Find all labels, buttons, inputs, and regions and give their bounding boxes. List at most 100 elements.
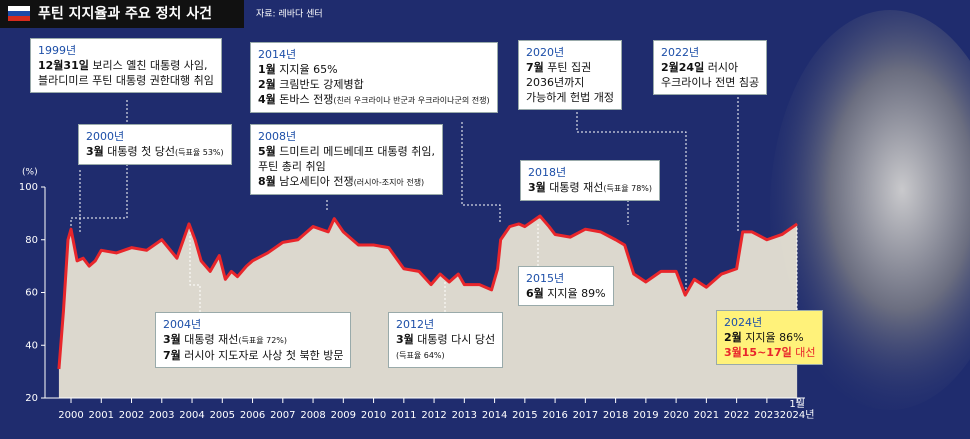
portrait — [770, 10, 970, 410]
annotation-text: 남오세티아 전쟁 — [275, 175, 354, 188]
annotation-text: 보리스 옐친 대통령 사임, — [88, 59, 208, 72]
annotation-line: 2월 크림반도 강제병합 — [258, 77, 490, 92]
annotation-box: 2004년 3월 대통령 재선(득표율 72%) 7월 러시아 지도자로 사상 첫 … — [155, 312, 352, 368]
connector — [70, 100, 128, 230]
annotation-month: 7월 — [163, 349, 181, 362]
source: 자료: 레바다 센터 — [256, 9, 323, 20]
annotation-text: 돈바스 전쟁 — [275, 93, 334, 106]
annotation-text: 블라디미르 푸틴 대통령 권한대행 취임 — [38, 74, 214, 87]
x-tick-label: 2003 — [149, 410, 174, 421]
title: 푸틴 지지율과 주요 정치 사건 — [38, 5, 212, 22]
x-tick-label: 2020 — [663, 410, 688, 421]
annotation-box: 2012년 3월 대통령 다시 당선 (득표율 64%) — [388, 312, 504, 368]
x-tick-label: 2000 — [58, 410, 83, 421]
annotation-month: 12월31일 — [38, 59, 89, 72]
y-unit: (%) — [22, 168, 38, 178]
flag — [8, 11, 30, 16]
annotation-label: 2004년 — [163, 318, 202, 331]
annotation-label: 2020년 — [526, 46, 565, 59]
title-bar — [0, 0, 244, 28]
annotation-line: 7월 러시아 지도자로 사상 첫 북한 방문 — [163, 348, 343, 363]
connector — [576, 112, 687, 296]
annotation-month: 4월 — [258, 93, 276, 106]
x-tick-label: 2002 — [119, 410, 144, 421]
annotation-line: 블라디미르 푸틴 대통령 권한대행 취임 — [38, 73, 214, 88]
annotation-text: 푸틴 총리 취임 — [258, 160, 326, 173]
annotation-note: (득표율 53%) — [175, 148, 224, 157]
y-tick-label: 80 — [25, 235, 38, 246]
x-tick-label: 2016 — [542, 410, 567, 421]
annotation-line: 7월 푸틴 집권 — [526, 60, 614, 75]
x-tick-label: 2004 — [179, 410, 204, 421]
y-tick-label: 40 — [25, 340, 38, 351]
flag — [8, 6, 30, 11]
annotation-line: 4월 돈바스 전쟁(친러 우크라이나 반군과 우크라이나군의 전쟁) — [258, 92, 490, 108]
annotation-note: (러시아-조지아 전쟁) — [353, 178, 425, 187]
annotation-month: 3월 — [163, 333, 181, 346]
annotation-box: 2015년 6월 지지율 89% — [518, 266, 614, 306]
annotation-line: 2월 지지율 86% — [724, 330, 815, 345]
annotation-month: 8월 — [258, 175, 276, 188]
annotation-month: 6월 — [526, 287, 544, 300]
annotation-text: 대통령 다시 당선 — [413, 333, 496, 346]
x-tick-label: 2006 — [240, 410, 265, 421]
annotation-label: 2015년 — [526, 272, 565, 285]
annotation-label: 2024년 — [724, 316, 763, 329]
annotation-box: 2024년 2월 지지율 86% 3월15~17일 대선 — [716, 310, 824, 365]
annotation-month: 3월 — [396, 333, 414, 346]
annotation-text: 대선 — [791, 346, 816, 359]
annotation-line: 2036년까지 — [526, 75, 614, 90]
annotation-text: 지지율 89% — [543, 287, 606, 300]
x-tick-label: 2021 — [694, 410, 719, 421]
annotation-line: (득표율 64%) — [396, 347, 495, 363]
y-tick-label: 20 — [25, 393, 38, 404]
annotation-box: 2008년 5월 드미트리 메드베데프 대통령 취임, 푸틴 총리 취임 8월 남오세… — [250, 124, 443, 195]
x-tick-label: 2011 — [391, 410, 416, 421]
connector — [461, 122, 501, 222]
x-tick-label: 2018 — [603, 410, 628, 421]
annotation-note: (친러 우크라이나 반군과 우크라이나군의 전쟁) — [333, 96, 490, 105]
annotation-label: 2018년 — [528, 166, 567, 179]
annotation-text: 우크라이나 전면 침공 — [661, 76, 760, 89]
annotation-line: 5월 드미트리 메드베데프 대통령 취임, — [258, 144, 435, 159]
annotation-line: 가능하게 헌법 개정 — [526, 90, 614, 105]
annotation-month: 2월24일 — [661, 61, 705, 74]
annotation-line: 우크라이나 전면 침공 — [661, 75, 759, 90]
annotation-label: 2012년 — [396, 318, 435, 331]
annotation-month: 3월15~17일 — [724, 346, 792, 359]
annotation-month: 3월 — [528, 181, 546, 194]
x-tick-label: 2007 — [270, 410, 295, 421]
annotation-line: 푸틴 총리 취임 — [258, 159, 435, 174]
x-tick-label: 2022 — [724, 410, 749, 421]
annotation-note: (득표율 78%) — [603, 184, 653, 193]
annotation-note: (득표율 64%) — [396, 351, 445, 360]
annotation-line: 3월 대통령 다시 당선 — [396, 332, 495, 347]
annotation-month: 5월 — [258, 145, 276, 158]
annotation-box: 1999년 12월31일 보리스 옐친 대통령 사임, 블라디미르 푸틴 대통령 권… — [30, 38, 222, 93]
line — [57, 214, 798, 370]
annotation-text: 드미트리 메드베데프 대통령 취임, — [275, 145, 435, 158]
annotation-line: 2월24일 러시아 — [661, 60, 759, 75]
annotation-box: 2022년 2월24일 러시아 우크라이나 전면 침공 — [653, 40, 768, 95]
x-tick-label: 2015 — [512, 410, 537, 421]
annotation-text: 대통령 재선 — [180, 333, 239, 346]
flag — [8, 16, 30, 21]
annotation-line: 6월 지지율 89% — [526, 286, 606, 301]
annotation-text: 푸틴 집권 — [543, 61, 592, 74]
x-tick-label: 2017 — [573, 410, 598, 421]
annotation-note: (득표율 72%) — [238, 336, 288, 345]
annotation-month: 2월 — [258, 78, 276, 91]
annotation-line: 8월 남오세티아 전쟁(러시아-조지아 전쟁) — [258, 174, 435, 190]
annotation-text: 2036년까지 — [526, 76, 585, 89]
y-tick-label: 100 — [19, 182, 38, 193]
x-tick-label: 2014 — [482, 410, 507, 421]
y-tick-label: 60 — [25, 288, 38, 299]
x-tick-month: 1월 — [789, 398, 805, 410]
x-tick-label: 2019 — [633, 410, 658, 421]
x-tick-label: 2001 — [89, 410, 114, 421]
annotation-text: 대통령 재선 — [545, 181, 604, 194]
annotation-text: 가능하게 헌법 개정 — [526, 91, 614, 104]
annotation-month: 3월 — [86, 145, 104, 158]
annotation-label: 1999년 — [38, 44, 77, 57]
annotation-month: 1월 — [258, 63, 276, 76]
